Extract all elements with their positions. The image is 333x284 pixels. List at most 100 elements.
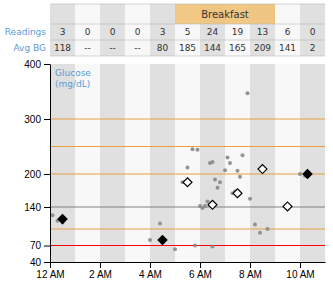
point [206, 200, 210, 204]
y-axis-label: (mg/dL) [55, 79, 90, 89]
series [51, 91, 308, 251]
table-cell: 5 [185, 27, 191, 37]
point [203, 204, 207, 208]
diamond-marker [158, 236, 167, 245]
x-axis-line [51, 262, 326, 263]
column-background [300, 64, 325, 262]
x-tick: 4 AM [139, 262, 162, 280]
table-divider [50, 56, 325, 57]
point [191, 147, 195, 151]
y-tick-label: 400 [24, 59, 41, 70]
point [223, 168, 227, 172]
y-tick-label: 40 [30, 257, 42, 268]
point [226, 156, 230, 160]
x-tick-label: 6 AM [189, 269, 212, 280]
point [266, 227, 270, 231]
table-cell: 19 [232, 27, 244, 37]
column-background [150, 4, 175, 56]
diamond-marker [58, 215, 67, 224]
table-cell: 13 [257, 27, 268, 37]
point [246, 91, 250, 95]
y-tick-mark [44, 262, 50, 263]
table-cell: 3 [60, 27, 66, 37]
point [193, 244, 197, 248]
x-tick-label: 8 AM [239, 269, 262, 280]
x-tick-label: 12 AM [36, 269, 64, 280]
x-tick: 8 AM [239, 262, 262, 280]
column-background [175, 64, 200, 262]
point [258, 231, 262, 235]
y-tick: 40 [30, 257, 50, 268]
point [298, 172, 302, 176]
diamond-marker [303, 170, 312, 179]
y-tick-label: 140 [24, 202, 41, 213]
column-background [125, 4, 150, 56]
point [213, 178, 217, 182]
band [175, 4, 275, 24]
point [216, 186, 220, 190]
reference-line [50, 245, 325, 246]
point [248, 197, 252, 201]
table-cell: 209 [254, 43, 271, 53]
column-background [50, 4, 75, 56]
point [186, 165, 190, 169]
table-cell: 6 [285, 27, 291, 37]
y-tick-mark [44, 174, 50, 175]
point [253, 223, 257, 227]
point [158, 222, 162, 226]
point [236, 169, 240, 173]
table-row-label: Readings [5, 27, 47, 37]
point [173, 247, 177, 251]
band-label: Breakfast [201, 9, 249, 20]
table-cell: 165 [229, 43, 246, 53]
x-tick-mark [200, 262, 201, 268]
x-tick: 6 AM [189, 262, 212, 280]
bands: Breakfast [175, 4, 275, 24]
y-tick-mark [44, 64, 50, 65]
diamond-marker [208, 200, 217, 209]
reference-line [50, 119, 325, 120]
y-tick: 400 [24, 59, 50, 70]
point [211, 245, 215, 249]
y-axis-line [50, 65, 51, 263]
table-divider [50, 24, 325, 25]
point [51, 213, 55, 217]
column-background [275, 4, 300, 56]
y-axis: 40 70 140 200 300 400 [24, 59, 50, 268]
column-background [75, 64, 100, 262]
point [228, 161, 232, 165]
x-tick-mark [250, 262, 251, 268]
column-background [100, 64, 125, 262]
diamond-marker [258, 165, 267, 174]
reference-line [50, 146, 325, 147]
point [238, 175, 242, 179]
diamond-marker [183, 178, 192, 187]
table-divider [50, 4, 325, 5]
table-cell: -- [134, 43, 141, 53]
table-cell: 0 [135, 27, 141, 37]
point [241, 153, 245, 157]
reference-line [50, 174, 325, 175]
series [183, 165, 292, 211]
x-tick: 10 AM [286, 262, 314, 280]
table-cell: 141 [279, 43, 296, 53]
table-cell: -- [109, 43, 116, 53]
column-background [150, 64, 175, 262]
table-cell: 118 [54, 43, 71, 53]
table-cell: 144 [204, 43, 221, 53]
y-tick: 300 [24, 114, 50, 125]
y-tick-label: 70 [30, 240, 42, 251]
table-cell: 80 [157, 43, 169, 53]
column-background [125, 64, 150, 262]
table-cell: 24 [207, 27, 219, 37]
column-background [200, 64, 225, 262]
series [58, 170, 312, 245]
column-backgrounds [50, 4, 325, 262]
y-tick-mark [44, 119, 50, 120]
column-background [250, 64, 275, 262]
y-tick: 200 [24, 169, 50, 180]
table-cell: 0 [85, 27, 91, 37]
x-tick-mark [100, 262, 101, 268]
table-cell: 2 [310, 43, 316, 53]
x-tick-label: 4 AM [139, 269, 162, 280]
